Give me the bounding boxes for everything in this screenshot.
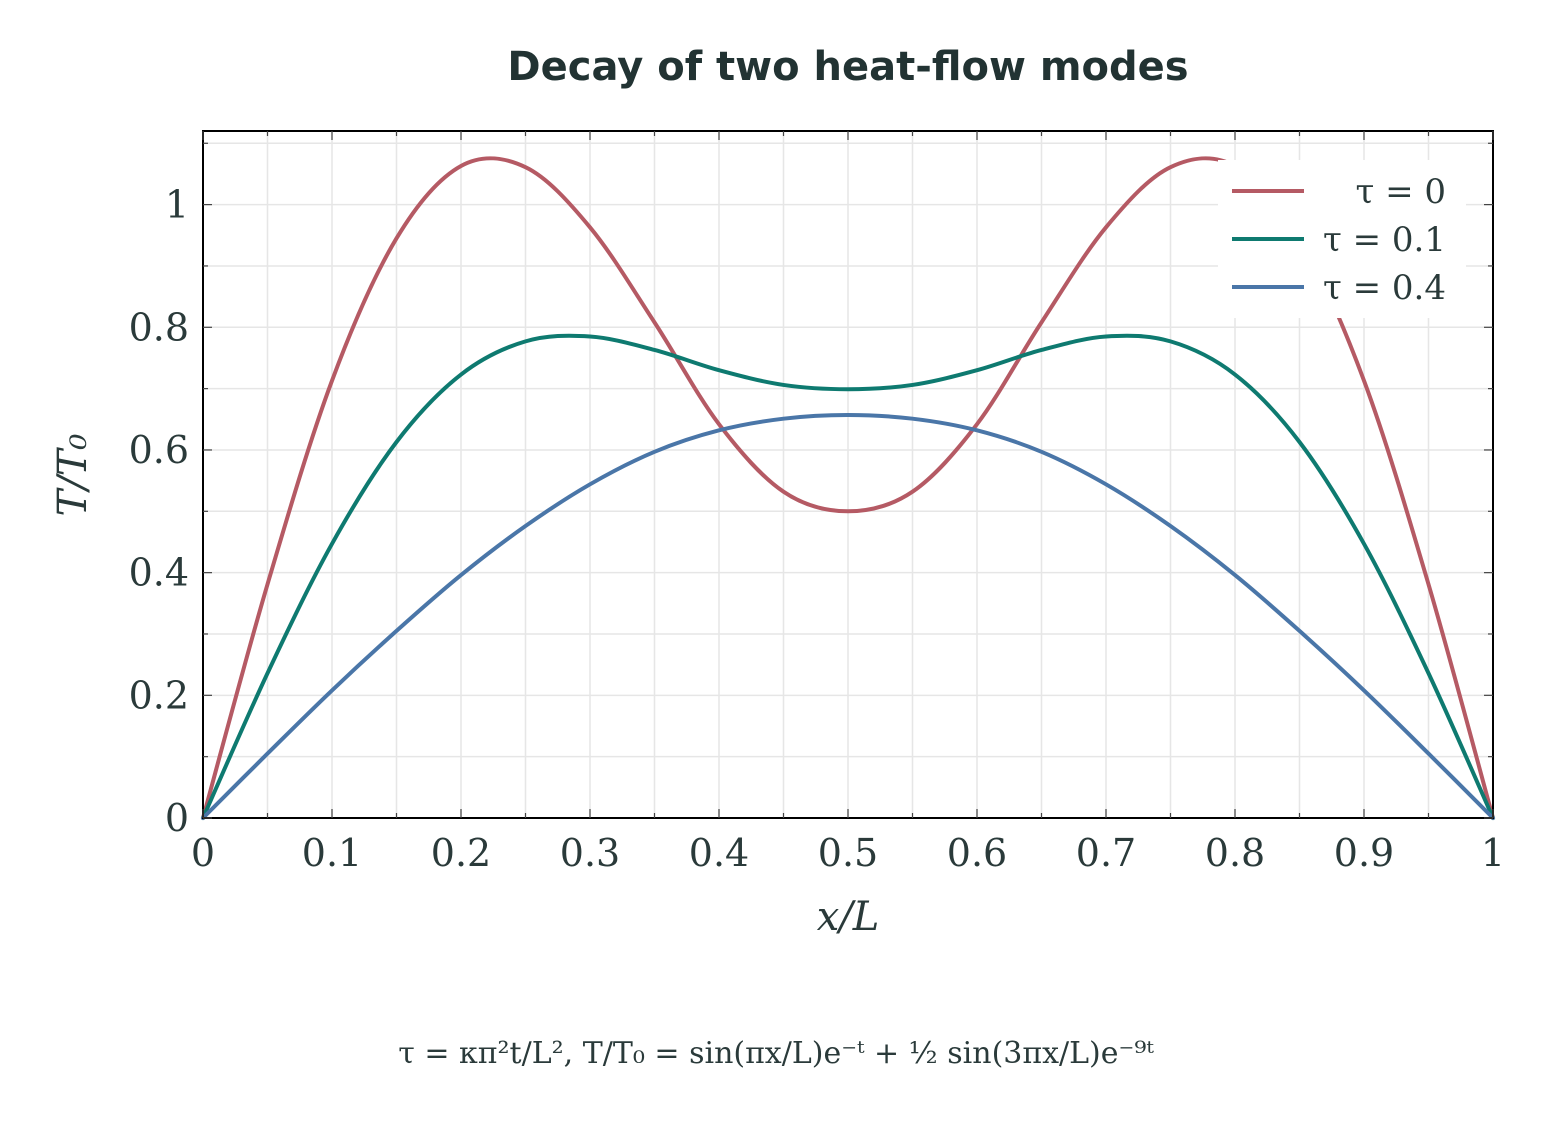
x-axis-label: x/L xyxy=(817,894,880,940)
x-tick-label: 0.6 xyxy=(947,831,1007,875)
x-tick-label: 1 xyxy=(1481,831,1505,875)
x-tick-label: 0.1 xyxy=(302,831,362,875)
x-tick-label: 0.2 xyxy=(431,831,491,875)
y-tick-label: 0.8 xyxy=(129,305,189,349)
x-tick-label: 0.3 xyxy=(560,831,620,875)
x-tick-label: 0.5 xyxy=(818,831,878,875)
series-line-1 xyxy=(201,333,1495,820)
y-tick-label: 0.2 xyxy=(129,673,189,717)
y-tick-label: 0.6 xyxy=(129,428,189,472)
x-tick-label: 0.8 xyxy=(1205,831,1265,875)
legend-label-0: τ = 0 xyxy=(1355,172,1446,212)
y-axis-label: T/T₀ xyxy=(50,434,96,517)
formula-annotation: τ = κπ²t/L², T/T₀ = sin(πx/L)e⁻ᵗ + ½ sin… xyxy=(398,1036,1154,1071)
legend: τ = 0 τ = 0.1 τ = 0.4 xyxy=(1218,160,1466,318)
x-tick-label: 0.9 xyxy=(1334,831,1394,875)
chart-title: Decay of two heat-flow modes xyxy=(507,44,1188,90)
legend-label-1: τ = 0.1 xyxy=(1323,220,1446,260)
y-tick-label: 0 xyxy=(165,796,189,840)
axis-ticks: 0 0.1 0.2 0.3 0.4 0.5 0.6 0.7 0.8 0.9 1 0 0.2 0.4 0.6 0… xyxy=(129,131,1505,875)
y-tick-label: 1 xyxy=(165,183,189,227)
x-tick-label: 0 xyxy=(191,831,215,875)
x-tick-label: 0.4 xyxy=(689,831,749,875)
y-tick-label: 0.4 xyxy=(129,551,189,595)
x-tick-label: 0.7 xyxy=(1076,831,1136,875)
series-line-2 xyxy=(201,413,1495,820)
legend-label-2: τ = 0.4 xyxy=(1323,268,1446,308)
